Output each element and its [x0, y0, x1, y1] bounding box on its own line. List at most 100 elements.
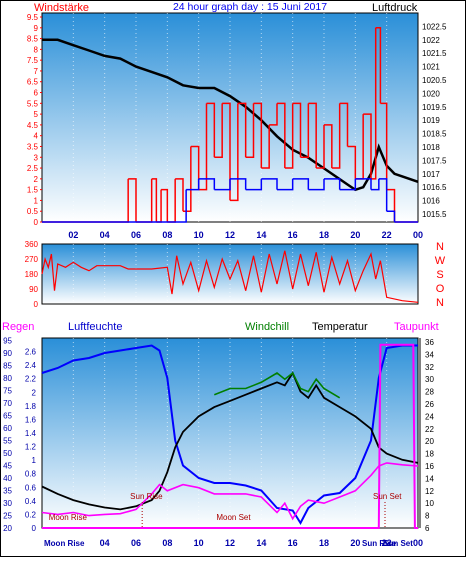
temperature-line [41, 371, 419, 511]
x-tick-label: 02 [68, 230, 78, 240]
direction-line [41, 250, 419, 303]
event-label: Sun Set [373, 492, 402, 501]
legend-humidity: Luftfeuchte [68, 321, 122, 333]
wind-tick-label: 5.5 [27, 99, 39, 108]
rain-tick-label: 2.4 [25, 361, 37, 370]
x-tick-label: 12 [225, 230, 235, 240]
x-tick-label: 00 [413, 538, 423, 548]
x-tick-label: 04 [100, 538, 110, 548]
humidity-tick-label: 80 [3, 374, 12, 383]
temperature-tick-label: 6 [425, 524, 430, 533]
bottom-label-moon-rise: Moon Rise [44, 539, 85, 548]
bottom-label-sun-rise: Sun Rise [362, 539, 397, 548]
bottom-label-sun-set: Sun Set [383, 539, 413, 548]
humidity-tick-label: 45 [3, 462, 12, 471]
pressure-tick-label: 1022 [422, 36, 440, 45]
humidity-tick-label: 95 [3, 337, 12, 346]
pressure-tick-label: 1020.5 [422, 76, 447, 85]
direction-tick-label: 270 [25, 255, 39, 264]
humidity-tick-label: 90 [3, 349, 12, 358]
x-tick-label: 20 [350, 538, 360, 548]
temperature-tick-label: 10 [425, 499, 434, 508]
direction-tick-label: 90 [29, 285, 38, 294]
wind-tick-label: 9 [34, 24, 39, 33]
wind-tick-label: 5 [34, 110, 39, 119]
direction-tick-label: 0 [34, 300, 39, 309]
temperature-tick-label: 30 [425, 375, 434, 384]
wind-tick-label: 0 [34, 218, 39, 227]
x-tick-label: 22 [382, 538, 392, 548]
legend-dewpoint: Taupunkt [394, 321, 439, 333]
pressure-tick-label: 1018 [422, 143, 440, 152]
temperature-tick-label: 28 [425, 388, 434, 397]
event-label: Sun Rise [130, 492, 163, 501]
humidity-tick-label: 50 [3, 449, 12, 458]
rain-tick-label: 1.6 [25, 415, 37, 424]
x-tick-label: 14 [256, 230, 266, 240]
rain-axis-title: Regen [2, 321, 34, 333]
legend-windchill: Windchill [245, 321, 289, 333]
dewpoint-line [41, 462, 419, 521]
gust-bars [42, 178, 418, 223]
pressure-tick-label: 1020 [422, 89, 440, 98]
rain-tick-label: 1 [32, 456, 37, 465]
x-tick-label: 10 [194, 230, 204, 240]
humidity-tick-label: 30 [3, 499, 12, 508]
rain-tick-label: 1.8 [25, 402, 37, 411]
wind-tick-label: 8.5 [27, 35, 39, 44]
pressure-tick-label: 1021 [422, 63, 440, 72]
x-tick-label: 18 [319, 230, 329, 240]
pressure-tick-label: 1017 [422, 170, 440, 179]
humidity-tick-label: 35 [3, 487, 12, 496]
pressure-tick-label: 1019.5 [422, 103, 447, 112]
compass-label: N [436, 297, 444, 309]
pressure-axis-title: Luftdruck [372, 2, 418, 14]
wind-tick-label: 9.5 [27, 13, 39, 22]
compass-label: S [436, 269, 443, 281]
humidity-tick-label: 20 [3, 524, 12, 533]
wind-tick-label: 1 [34, 196, 39, 205]
wind-tick-label: 3 [34, 153, 39, 162]
x-tick-label: 12 [225, 538, 235, 548]
rain-tick-label: 0.6 [25, 483, 37, 492]
plot-background [41, 243, 419, 305]
temperature-tick-label: 32 [425, 363, 434, 372]
wind-tick-label: 8 [34, 45, 39, 54]
wind-tick-label: 7 [34, 67, 39, 76]
x-tick-label: 08 [162, 230, 172, 240]
humidity-tick-label: 75 [3, 387, 12, 396]
pressure-tick-label: 1015.5 [422, 210, 447, 219]
rain-tick-label: 0 [32, 524, 37, 533]
rain-tick-label: 0.2 [25, 510, 37, 519]
humidity-tick-label: 25 [3, 512, 12, 521]
humidity-tick-label: 60 [3, 424, 12, 433]
temperature-tick-label: 22 [425, 425, 434, 434]
pressure-tick-label: 1022.5 [422, 22, 447, 31]
compass-label: W [435, 255, 446, 267]
pressure-tick-label: 1018.5 [422, 130, 447, 139]
humidity-tick-label: 40 [3, 474, 12, 483]
wind-tick-label: 4 [34, 132, 39, 141]
x-tick-label: 08 [162, 538, 172, 548]
wind-tick-label: 0.5 [27, 207, 39, 216]
x-tick-label: 04 [100, 230, 110, 240]
rain-tick-label: 0.8 [25, 470, 37, 479]
temperature-tick-label: 26 [425, 400, 434, 409]
x-tick-label: 22 [382, 230, 392, 240]
wind-tick-label: 4.5 [27, 121, 39, 130]
pressure-tick-label: 1021.5 [422, 49, 447, 58]
rain-tick-label: 2 [32, 388, 37, 397]
x-tick-label: 10 [194, 538, 204, 548]
x-tick-label: 18 [319, 538, 329, 548]
temperature-tick-label: 24 [425, 412, 434, 421]
temperature-tick-label: 18 [425, 450, 434, 459]
x-tick-label: 00 [413, 230, 423, 240]
temperature-tick-label: 20 [425, 437, 434, 446]
pressure-tick-label: 1016.5 [422, 183, 447, 192]
humidity-tick-label: 70 [3, 399, 12, 408]
temperature-tick-label: 12 [425, 487, 434, 496]
plot-background [41, 337, 419, 529]
